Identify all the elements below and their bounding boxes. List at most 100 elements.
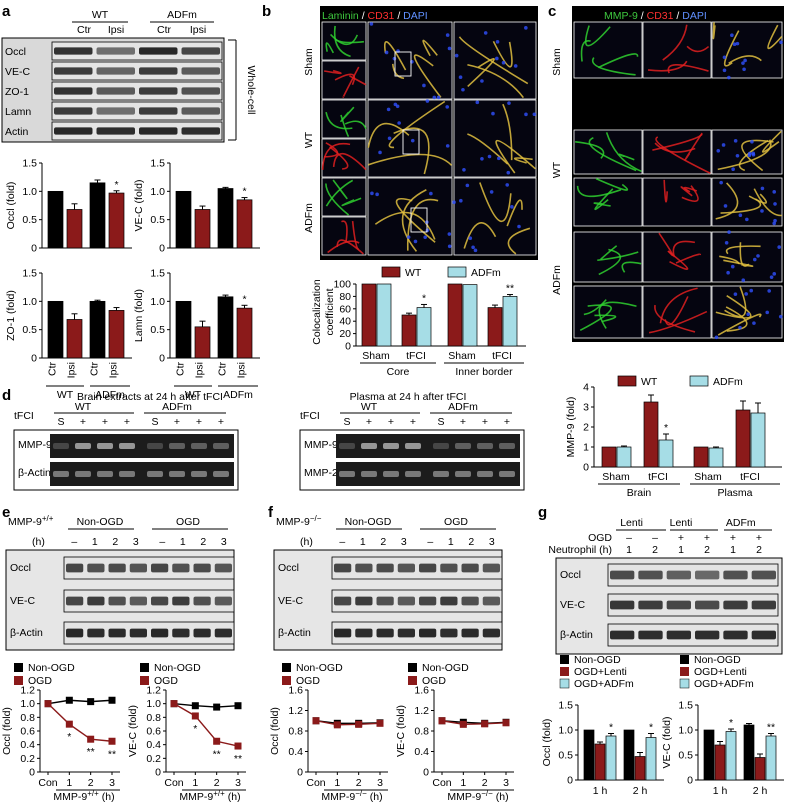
f-chart-0-xtick: Con bbox=[306, 777, 325, 789]
f-chart-1-xtick: 3 bbox=[503, 777, 509, 789]
b-cell-cd31 bbox=[321, 216, 367, 256]
b-chart-ytick: 0 bbox=[345, 341, 351, 353]
e-lane: 2 bbox=[200, 536, 206, 548]
c-chart-bar bbox=[750, 412, 766, 468]
g-chart-1-bar bbox=[725, 731, 737, 781]
a-band-row-occl-band bbox=[181, 47, 220, 55]
a-band-row-actin-band bbox=[96, 127, 135, 135]
a-chart-3-bar bbox=[236, 307, 253, 359]
a-band-label-occl: Occl bbox=[5, 46, 26, 58]
e-band-row bbox=[63, 621, 235, 645]
e-chart-1-point bbox=[213, 737, 221, 745]
a-band-row-lamn-band bbox=[96, 107, 135, 115]
a-chart-xlabel: Ctr bbox=[217, 362, 229, 377]
c-chart-ytick: 1 bbox=[583, 442, 589, 454]
e-band-row-band bbox=[151, 628, 169, 638]
e-chart-0-significance: ** bbox=[87, 746, 95, 758]
g-neut-lane: 1 bbox=[730, 544, 736, 556]
e-chart-0-xtick: 2 bbox=[88, 777, 94, 789]
d-left-gel-band-label: MMP-9 bbox=[18, 439, 52, 451]
e-chart-0-series-line bbox=[47, 703, 113, 742]
f-legend-ogd: OGD bbox=[296, 675, 320, 687]
a-chart-2-bar bbox=[108, 310, 125, 359]
a-chart-0-bar bbox=[66, 209, 83, 249]
f-chart-1-series-line bbox=[441, 720, 507, 726]
a-chart-0-ytick: 1.0 bbox=[22, 186, 37, 198]
d-left-gel-band bbox=[53, 443, 69, 449]
g-band-row-band bbox=[723, 600, 748, 610]
g-band-row-band bbox=[666, 570, 691, 580]
d-right-gel-band bbox=[405, 471, 421, 477]
b-chart-ytick: 60 bbox=[339, 303, 351, 315]
f-band-row-band bbox=[419, 628, 437, 638]
g-band-row-band bbox=[610, 570, 635, 580]
d-right-gel-lane: S bbox=[437, 416, 444, 428]
c-group-brain: Brain bbox=[627, 487, 652, 499]
e-chart-0-point bbox=[65, 696, 73, 704]
a-band-row-lamn-band bbox=[54, 107, 93, 115]
b-chart-bar bbox=[376, 283, 392, 347]
f-chart-1-ytick: 0 bbox=[423, 767, 429, 779]
e-band-row-band bbox=[87, 596, 105, 606]
e-chart-0-ytick: 0.8 bbox=[20, 712, 35, 724]
c-cell-cd31 bbox=[642, 231, 712, 283]
e-chart-1-series-line bbox=[173, 702, 239, 708]
a-chart-group-wt: WT bbox=[57, 389, 74, 401]
g-chart-0-bar bbox=[605, 735, 617, 781]
f-band-label: β-Actin bbox=[278, 627, 311, 639]
a-chart-xlabel: Ipsi bbox=[108, 362, 120, 378]
e-chart-0-point bbox=[44, 700, 52, 708]
d-left-gel-band bbox=[147, 471, 163, 477]
c-ylabel: MMP-9 (fold) bbox=[565, 397, 577, 458]
c-xlabel: Sham bbox=[694, 471, 722, 483]
d-right-gel: tFCI WT ADFm S + + + S + + + MMP-9 MMP-2 bbox=[299, 401, 525, 491]
g-band-row bbox=[607, 593, 779, 617]
d-right-gel-band bbox=[477, 471, 493, 477]
d-right-gel-lane: + bbox=[504, 416, 510, 428]
e-band-row-band bbox=[172, 628, 190, 638]
f-lane: 3 bbox=[401, 536, 407, 548]
f-band-row-band bbox=[376, 596, 394, 606]
a-chart-2-ytick: 1.0 bbox=[22, 296, 37, 308]
a-chart-1-bar bbox=[175, 190, 192, 249]
f-band-row-band bbox=[376, 628, 394, 638]
e-band-label: β-Actin bbox=[10, 627, 43, 639]
b-row-label-adfm: ADFm bbox=[303, 203, 315, 233]
e-chart-1-ytick: 1.2 bbox=[146, 685, 161, 697]
d-right-gel-band bbox=[383, 443, 399, 449]
g-legend-ogd-adfm: OGD+ADFm bbox=[694, 678, 754, 690]
a-band-label-lamn: Lamn bbox=[5, 106, 31, 118]
a-chart-3: 0 0.5 1.0 1.5 * Lamn (fold) Ctr Ipsi Ctr Ipsi WT AD… bbox=[133, 268, 260, 401]
panel-b-micrographs: Laminin / CD31 / DAPI Sham WT ADFm bbox=[303, 6, 538, 260]
e-chart-1-ytick: 0.6 bbox=[146, 726, 161, 738]
e-chart-0-series-line bbox=[47, 699, 113, 705]
c-row-label-wt: WT bbox=[551, 161, 563, 178]
f-chart-1: 0 0.4 0.8 1.2 1.6 Con 1 2 3 VE-C (fold) MMP-9−/− (… bbox=[395, 685, 514, 804]
e-band-row-band bbox=[129, 563, 147, 573]
f-legend-non-ogd: Non-OGD bbox=[296, 662, 343, 674]
b-cell-cd31 bbox=[321, 60, 367, 100]
d-left-gel-band bbox=[169, 471, 185, 477]
d-left-gel-lane: + bbox=[124, 416, 130, 428]
e-band-row-band bbox=[151, 563, 169, 573]
e-lane: 1 bbox=[92, 536, 98, 548]
c-chart: 0 1 2 3 4 * WT ADFm MMP-9 (fold) Sham tFCI Sham tFCI… bbox=[565, 375, 782, 499]
e-lane: 3 bbox=[221, 536, 227, 548]
f-band-row-band bbox=[397, 596, 415, 606]
g-chart-0-bar bbox=[634, 756, 646, 781]
f-band-row-band bbox=[355, 596, 373, 606]
d-right-title: Plasma at 24 h after tFCI bbox=[350, 391, 467, 403]
a-band-row-occl bbox=[51, 41, 223, 61]
a-chart-0-bar bbox=[108, 192, 125, 249]
d-right-gel-lane: + bbox=[388, 416, 394, 428]
c-group-plasma: Plasma bbox=[717, 487, 752, 499]
e-chart-0-ytick: 0 bbox=[29, 767, 35, 779]
e-genotype-label: MMP-9+/+ bbox=[8, 514, 54, 529]
f-lane: 1 bbox=[360, 536, 366, 548]
e-chart-1-xtick: 2 bbox=[214, 777, 220, 789]
g-legend-non-ogd: Non-OGD bbox=[574, 654, 621, 666]
a-band-row-zo-1-band bbox=[54, 87, 93, 95]
f-band-label: VE-C bbox=[278, 595, 304, 607]
f-chart-xlabel: MMP-9−/− (h) bbox=[447, 789, 508, 804]
